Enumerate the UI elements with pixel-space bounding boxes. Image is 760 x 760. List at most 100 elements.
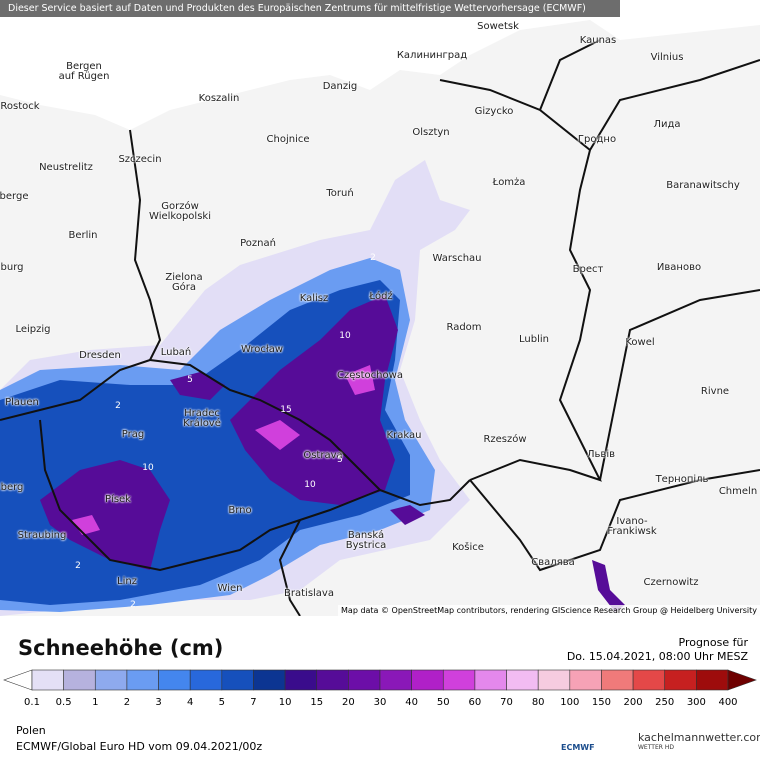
color-swatch [348,669,381,691]
city-label: Ostrava [303,450,343,461]
forecast-label: Prognose für [678,636,749,649]
legend-label: 7 [250,697,256,708]
city-label: Wrocław [240,344,284,355]
legend-label: 5 [219,697,225,708]
contour-label: 2 [130,600,136,610]
legend-label: 30 [374,697,387,708]
city-label: berge [0,191,29,202]
city-label: Krakau [386,430,422,441]
contour-label: 5 [337,455,343,465]
city-label: berg [0,482,24,493]
color-swatch [632,669,666,691]
city-label: Rivne [700,386,730,397]
city-label: Hradec Králové [183,408,221,429]
city-label: burg [0,262,24,273]
map-graphics [0,0,760,616]
city-label: Berlin [68,230,98,241]
color-bar: 0.1 0.5 1 2 3 4 5 7 10 15 20 30 40 50 60 70 80 100 150 200 2… [3,669,757,708]
legend-label: 250 [655,697,674,708]
under-arrow [3,669,33,691]
city-label: Kalisz [299,293,329,304]
city-label: Neustrelitz [39,162,93,173]
city-label: Свалява [531,557,575,568]
over-arrow [727,669,757,691]
color-swatch [537,669,571,691]
city-label: Częstochowa [337,370,403,381]
city-label: Linz [117,576,137,587]
map: Sowetsk Kaunas Vilnius Калининград Bergen au… [0,0,760,616]
city-label: Łódź [369,291,393,302]
city-label: Ivano- Frankiwsk [607,516,657,537]
city-label: Lubań [160,347,192,358]
color-swatch [664,669,697,691]
contour-label: 10 [339,331,351,341]
color-swatch [569,669,602,691]
color-swatch [94,669,128,691]
city-label: Брест [572,264,604,275]
legend-label: 0.1 [24,697,40,708]
map-attribution[interactable]: Map data © OpenStreetMap contributors, r… [338,605,760,616]
city-label: Kowel [625,337,655,348]
city-label: Plauen [5,397,39,408]
city-label: Szczecin [118,154,162,165]
color-swatch [253,669,286,691]
city-label: Лида [653,119,681,130]
contour-label: 2 [115,401,121,411]
legend-label: 1 [92,697,98,708]
snow-purple [40,295,625,612]
city-label: Sowetsk [477,21,519,32]
model-run: ECMWF/Global Euro HD vom 09.04.2021/00z [16,740,263,753]
sea [0,0,760,130]
legend-label: 50 [437,697,450,708]
legend-label: 20 [342,697,355,708]
legend-label: 80 [532,697,545,708]
color-swatch [284,669,318,691]
city-label: Kaunas [579,35,617,46]
contour-label: 10 [304,480,316,490]
city-label: Radom [446,322,482,333]
city-label: Bergen auf Rügen [58,61,110,82]
city-label: Koszalin [198,93,240,104]
city-label: Rzeszów [483,434,527,445]
city-label: Danzig [322,81,358,92]
city-label: Dresden [79,350,121,361]
city-label: Straubing [17,530,67,541]
color-swatch [379,669,412,691]
color-swatch [474,669,507,691]
color-swatch [31,669,64,691]
legend-label: 2 [124,697,130,708]
city-label: Písek [105,494,131,505]
color-swatch [63,669,96,691]
color-swatch [411,669,444,691]
legend-label: 150 [592,697,611,708]
color-swatch [601,669,634,691]
city-label: Prag [121,429,145,440]
legend-title: Schneehöhe (cm) [18,636,224,660]
city-label: Košice [452,542,484,553]
city-label: Olsztyn [412,127,450,138]
city-label: Baranawitschy [666,180,740,191]
legend-label: 4 [187,697,193,708]
city-label: Gorzów Wielkopolski [149,201,211,222]
city-label: Banská Bystrica [345,530,387,551]
contour-label: 15 [280,405,292,415]
color-swatch [221,669,254,691]
city-label: Leipzig [15,324,51,335]
color-swatch [442,669,476,691]
city-label: Калининград [396,50,468,61]
city-label: Poznań [240,238,276,249]
brand[interactable]: kachelmannwetter.com [638,731,760,744]
city-label: Chojnice [266,134,310,145]
color-swatch [316,669,349,691]
forecast-time: Do. 15.04.2021, 08:00 Uhr MESZ [566,650,748,663]
legend-label: 40 [405,697,418,708]
ecmwf-logo: ECMWF [561,743,595,752]
city-label: Bratislava [284,588,334,599]
color-swatch [506,669,539,691]
region: Polen [16,724,46,737]
legend-label: 15 [310,697,323,708]
city-label: Львів [587,449,615,460]
city-label: Brno [228,505,252,516]
city-label: Wien [217,583,243,594]
